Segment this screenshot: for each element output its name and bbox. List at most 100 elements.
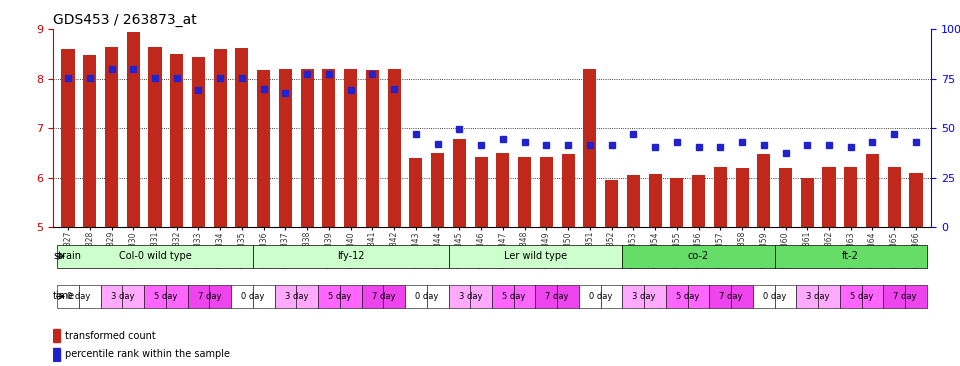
- FancyBboxPatch shape: [405, 285, 427, 308]
- FancyBboxPatch shape: [427, 285, 448, 308]
- FancyBboxPatch shape: [383, 285, 405, 308]
- Text: 0 day: 0 day: [241, 292, 265, 301]
- Bar: [235, 48, 249, 227]
- Text: 0 day: 0 day: [415, 292, 439, 301]
- Bar: [127, 32, 140, 227]
- FancyBboxPatch shape: [883, 285, 905, 308]
- FancyBboxPatch shape: [101, 285, 122, 308]
- Bar: [474, 157, 488, 227]
- FancyBboxPatch shape: [297, 285, 318, 308]
- Bar: [518, 157, 531, 227]
- FancyBboxPatch shape: [709, 285, 732, 308]
- FancyBboxPatch shape: [622, 244, 775, 268]
- Bar: [366, 70, 379, 227]
- Bar: [823, 167, 835, 227]
- FancyBboxPatch shape: [622, 285, 644, 308]
- FancyBboxPatch shape: [252, 285, 275, 308]
- FancyBboxPatch shape: [797, 285, 818, 308]
- Bar: [540, 157, 553, 227]
- FancyBboxPatch shape: [58, 244, 252, 268]
- Bar: [431, 153, 444, 227]
- FancyBboxPatch shape: [579, 285, 601, 308]
- Text: co-2: co-2: [688, 251, 709, 261]
- Bar: [605, 180, 618, 227]
- Text: Ler wild type: Ler wild type: [504, 251, 567, 261]
- FancyBboxPatch shape: [58, 285, 79, 308]
- FancyBboxPatch shape: [536, 285, 557, 308]
- Text: 5 day: 5 day: [850, 292, 874, 301]
- FancyBboxPatch shape: [514, 285, 536, 308]
- FancyBboxPatch shape: [122, 285, 144, 308]
- Bar: [84, 55, 96, 227]
- Bar: [627, 175, 640, 227]
- Text: time: time: [53, 291, 75, 302]
- Text: 7 day: 7 day: [372, 292, 395, 301]
- FancyBboxPatch shape: [275, 285, 297, 308]
- Bar: [714, 167, 727, 227]
- Bar: [53, 348, 60, 361]
- FancyBboxPatch shape: [492, 285, 514, 308]
- Bar: [649, 173, 661, 227]
- Bar: [584, 69, 596, 227]
- FancyBboxPatch shape: [753, 285, 775, 308]
- Bar: [453, 139, 466, 227]
- Bar: [279, 69, 292, 227]
- Bar: [888, 167, 900, 227]
- Bar: [257, 70, 270, 227]
- Text: lfy-12: lfy-12: [337, 251, 365, 261]
- Text: 3 day: 3 day: [806, 292, 829, 301]
- FancyBboxPatch shape: [166, 285, 187, 308]
- Bar: [53, 329, 60, 342]
- Bar: [779, 168, 792, 227]
- FancyBboxPatch shape: [732, 285, 753, 308]
- FancyBboxPatch shape: [231, 285, 252, 308]
- Text: 0 day: 0 day: [67, 292, 90, 301]
- FancyBboxPatch shape: [775, 244, 926, 268]
- Text: 5 day: 5 day: [155, 292, 178, 301]
- FancyBboxPatch shape: [601, 285, 622, 308]
- FancyBboxPatch shape: [666, 285, 687, 308]
- FancyBboxPatch shape: [448, 244, 622, 268]
- Bar: [149, 46, 161, 227]
- Bar: [192, 57, 205, 227]
- Text: 3 day: 3 day: [633, 292, 656, 301]
- Text: 7 day: 7 day: [545, 292, 569, 301]
- Text: 3 day: 3 day: [110, 292, 134, 301]
- Text: 5 day: 5 day: [502, 292, 525, 301]
- Bar: [692, 175, 705, 227]
- Bar: [735, 168, 749, 227]
- Bar: [388, 69, 400, 227]
- Text: 0 day: 0 day: [589, 292, 612, 301]
- FancyBboxPatch shape: [818, 285, 840, 308]
- Text: 7 day: 7 day: [894, 292, 917, 301]
- Bar: [670, 178, 684, 227]
- FancyBboxPatch shape: [840, 285, 862, 308]
- Text: 5 day: 5 day: [676, 292, 700, 301]
- Text: percentile rank within the sample: percentile rank within the sample: [64, 349, 229, 359]
- Bar: [757, 154, 770, 227]
- FancyBboxPatch shape: [644, 285, 666, 308]
- Bar: [409, 158, 422, 227]
- Text: 7 day: 7 day: [198, 292, 221, 301]
- Text: 5 day: 5 day: [328, 292, 351, 301]
- FancyBboxPatch shape: [144, 285, 166, 308]
- FancyBboxPatch shape: [362, 285, 383, 308]
- Text: 3 day: 3 day: [459, 292, 482, 301]
- Bar: [496, 153, 510, 227]
- Text: strain: strain: [53, 251, 82, 261]
- Text: ft-2: ft-2: [842, 251, 859, 261]
- FancyBboxPatch shape: [687, 285, 709, 308]
- FancyBboxPatch shape: [448, 285, 470, 308]
- FancyBboxPatch shape: [470, 285, 492, 308]
- FancyBboxPatch shape: [862, 285, 883, 308]
- Bar: [344, 69, 357, 227]
- Bar: [214, 49, 227, 227]
- Bar: [562, 154, 575, 227]
- FancyBboxPatch shape: [209, 285, 231, 308]
- FancyBboxPatch shape: [187, 285, 209, 308]
- Text: Col-0 wild type: Col-0 wild type: [119, 251, 191, 261]
- FancyBboxPatch shape: [905, 285, 926, 308]
- FancyBboxPatch shape: [252, 244, 448, 268]
- Text: transformed count: transformed count: [64, 331, 156, 341]
- Bar: [323, 69, 335, 227]
